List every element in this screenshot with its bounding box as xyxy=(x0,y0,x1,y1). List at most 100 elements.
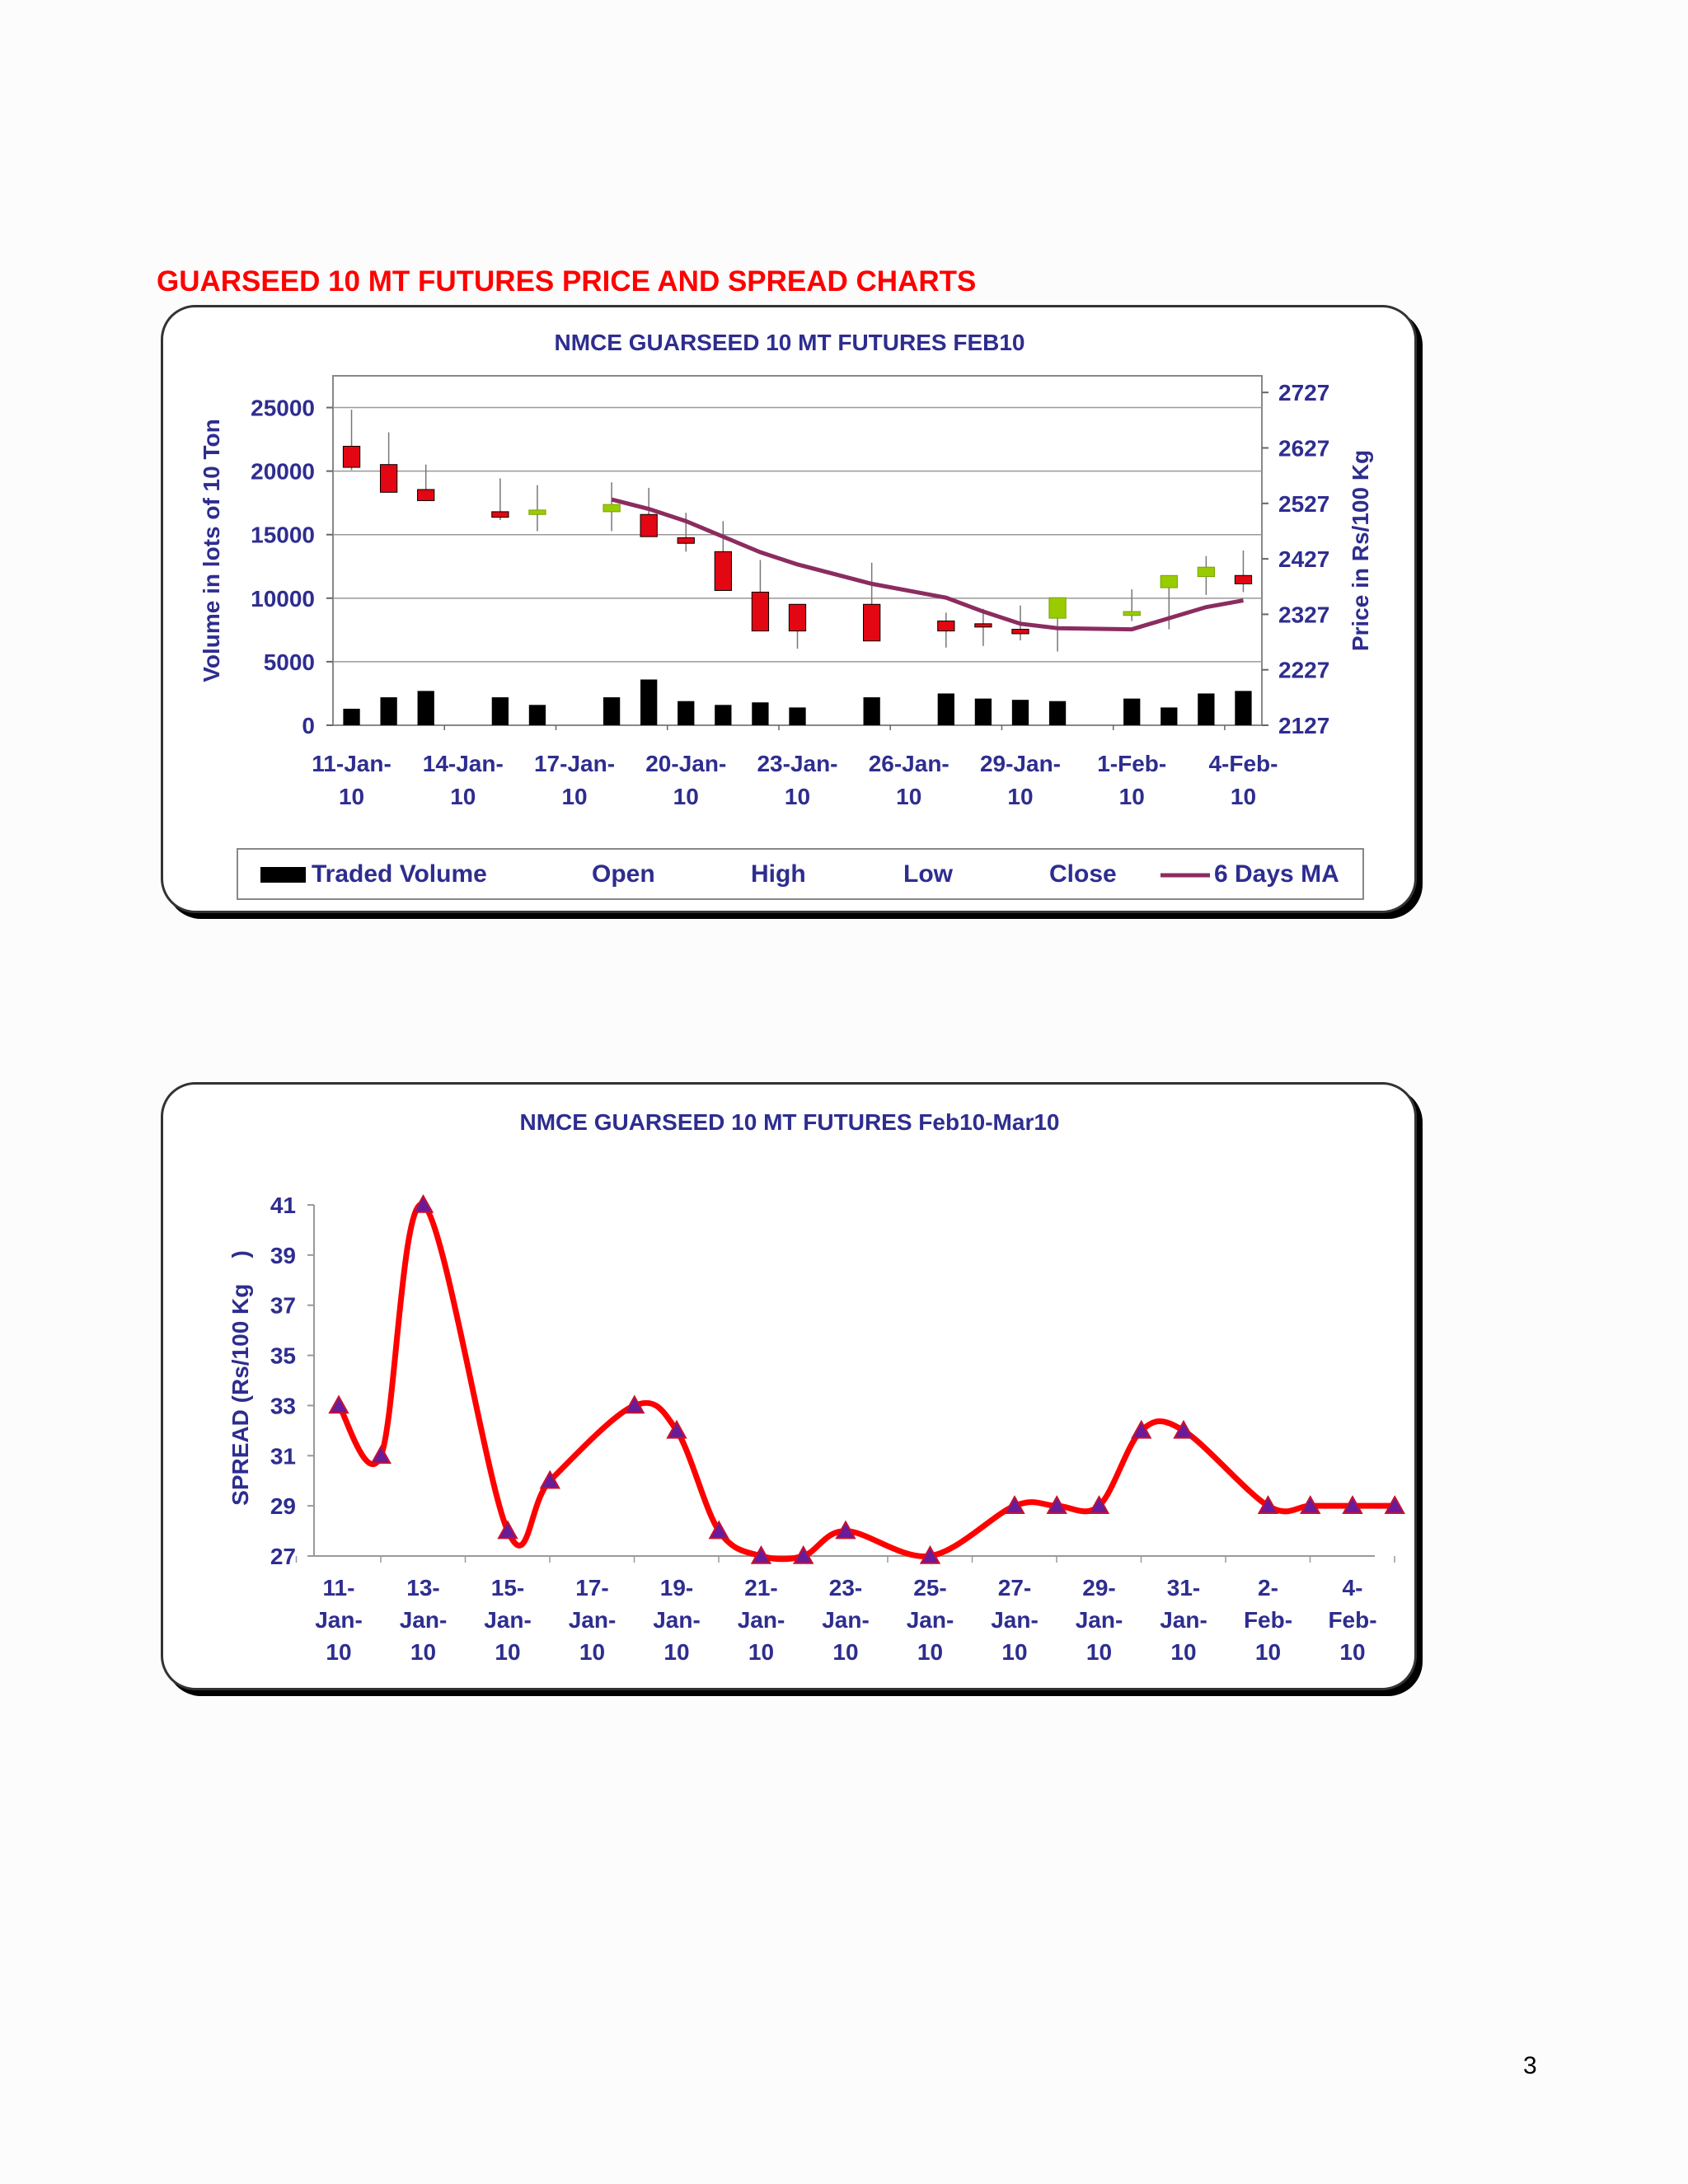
volume-bar xyxy=(343,708,360,725)
spread-point xyxy=(708,1520,729,1540)
y-axis-ticks: 41 39 37 35 33 31 29 27 xyxy=(270,1193,314,1569)
spread-point xyxy=(1384,1495,1405,1514)
candle-up xyxy=(1123,611,1141,616)
x-tick-label-part: 13- xyxy=(406,1575,439,1601)
x-tick-label-part: 31- xyxy=(1167,1575,1200,1601)
candle-down xyxy=(379,464,398,493)
volume-bar xyxy=(1123,698,1141,725)
volume-bar xyxy=(640,679,658,725)
y-tick-label: 37 xyxy=(270,1293,296,1319)
x-tick-label-year: 10 xyxy=(450,784,476,809)
axes xyxy=(313,1205,1375,1557)
x-tick-label-part: 10 xyxy=(1170,1639,1196,1665)
volume-bar xyxy=(789,707,806,725)
volume-bar xyxy=(603,697,621,725)
spread-point xyxy=(539,1469,560,1489)
volume-bar xyxy=(491,697,509,725)
x-tick-label-year: 10 xyxy=(896,784,921,809)
volume-bar xyxy=(380,697,397,725)
volume-bar xyxy=(417,691,434,725)
x-tick-label-part: 4- xyxy=(1343,1575,1363,1601)
right-axis-ticks: 2727 2627 2527 2427 2327 2227 2127 xyxy=(1262,380,1329,738)
x-tick-label-part: 10 xyxy=(917,1639,943,1665)
spread-point xyxy=(1088,1495,1110,1514)
spread-chart-panel: NMCE GUARSEED 10 MT FUTURES Feb10-Mar10 … xyxy=(161,1082,1417,1690)
volume-bar xyxy=(1160,707,1178,725)
x-tick-label-part: 29- xyxy=(1082,1575,1115,1601)
spread-point xyxy=(328,1394,349,1414)
spread-point xyxy=(835,1520,856,1540)
x-tick-label-part: 10 xyxy=(748,1639,774,1665)
spread-point xyxy=(1342,1495,1363,1514)
x-tick-label: 26-Jan- xyxy=(869,751,950,776)
legend-low: Low xyxy=(903,860,954,888)
right-tick-label: 2227 xyxy=(1278,658,1329,683)
candle-down xyxy=(640,513,658,537)
x-tick-label-part: 2- xyxy=(1258,1575,1278,1601)
page-heading: GUARSEED 10 MT FUTURES PRICE AND SPREAD … xyxy=(157,265,977,298)
volume-bar xyxy=(715,705,732,725)
candle-down xyxy=(863,603,881,642)
left-axis-label: Volume in lots of 10 Ton xyxy=(199,419,224,682)
candle-down xyxy=(751,591,770,632)
spread-point xyxy=(919,1544,941,1564)
right-tick-label: 2127 xyxy=(1278,713,1329,738)
x-tick-label-part: 27- xyxy=(998,1575,1031,1601)
x-tick-label-year: 10 xyxy=(673,784,699,809)
x-tick-label-part: 25- xyxy=(913,1575,946,1601)
left-axis-ticks: 25000 20000 15000 10000 5000 0 xyxy=(251,396,333,738)
x-tick-label-part: 23- xyxy=(829,1575,862,1601)
x-tick-label-part: Jan- xyxy=(907,1607,954,1633)
spread-point xyxy=(1173,1419,1194,1439)
spread-point xyxy=(624,1394,645,1414)
x-axis-ticks: 11-Jan- 10 14-Jan- 10 17-Jan- 10 20-Jan- 10 23-J… xyxy=(312,725,1278,809)
y-tick-label: 31 xyxy=(270,1443,296,1469)
candle-up xyxy=(1197,566,1216,578)
volume-bar xyxy=(1048,701,1067,725)
x-tick-label-part: 10 xyxy=(832,1639,858,1665)
page-number: 3 xyxy=(1523,2052,1537,2079)
x-tick-label-part: Jan- xyxy=(822,1607,870,1633)
left-tick-label: 0 xyxy=(302,713,315,738)
volume-bar xyxy=(1235,691,1252,725)
legend-high: High xyxy=(751,860,806,888)
price-chart: NMCE GUARSEED 10 MT FUTURES FEB10 250002… xyxy=(199,330,1373,900)
x-tick-label-part: Feb- xyxy=(1328,1607,1376,1633)
plot-area xyxy=(332,375,1263,726)
right-tick-label: 2427 xyxy=(1278,546,1329,572)
candle-down xyxy=(1011,629,1029,635)
y-axis-label: SPREAD (Rs/100 Kg ) xyxy=(227,1250,253,1506)
x-tick-label-year: 10 xyxy=(1007,784,1033,809)
spread-point xyxy=(1300,1495,1321,1514)
volume-bar xyxy=(974,698,992,725)
left-tick-label: 10000 xyxy=(251,586,315,612)
volume-bar xyxy=(752,702,769,725)
spread-point xyxy=(497,1520,518,1540)
candle-up xyxy=(603,504,621,513)
x-tick-label-part: 11- xyxy=(323,1575,355,1601)
x-tick-label-part: 15- xyxy=(491,1575,524,1601)
x-tick-label-part: Jan- xyxy=(569,1607,617,1633)
spread-point xyxy=(1131,1419,1152,1439)
legend-open: Open xyxy=(592,860,655,888)
x-tick-label-part: Jan- xyxy=(653,1607,701,1633)
price-chart-panel: NMCE GUARSEED 10 MT FUTURES FEB10 25000 2… xyxy=(161,305,1417,913)
spread-point xyxy=(750,1544,772,1564)
x-tick-label-part: Jan- xyxy=(315,1607,363,1633)
y-tick-label: 39 xyxy=(270,1243,296,1268)
volume-bar xyxy=(1198,693,1215,725)
x-tick-label-part: 17- xyxy=(575,1575,608,1601)
legend-volume-swatch xyxy=(260,867,306,883)
x-tick-label-year: 10 xyxy=(561,784,587,809)
chart-title: NMCE GUARSEED 10 MT FUTURES Feb10-Mar10 xyxy=(519,1109,1059,1135)
candle-down xyxy=(1234,574,1253,584)
spread-point xyxy=(793,1544,814,1564)
x-tick-label-part: 10 xyxy=(579,1639,605,1665)
spread-point xyxy=(412,1193,434,1213)
left-tick-label: 15000 xyxy=(251,523,315,548)
candle-down xyxy=(974,623,992,628)
x-tick-label-part: 10 xyxy=(1001,1639,1027,1665)
gridlines xyxy=(333,406,1262,663)
volume-bar xyxy=(937,693,954,725)
right-tick-label: 2527 xyxy=(1278,491,1329,517)
